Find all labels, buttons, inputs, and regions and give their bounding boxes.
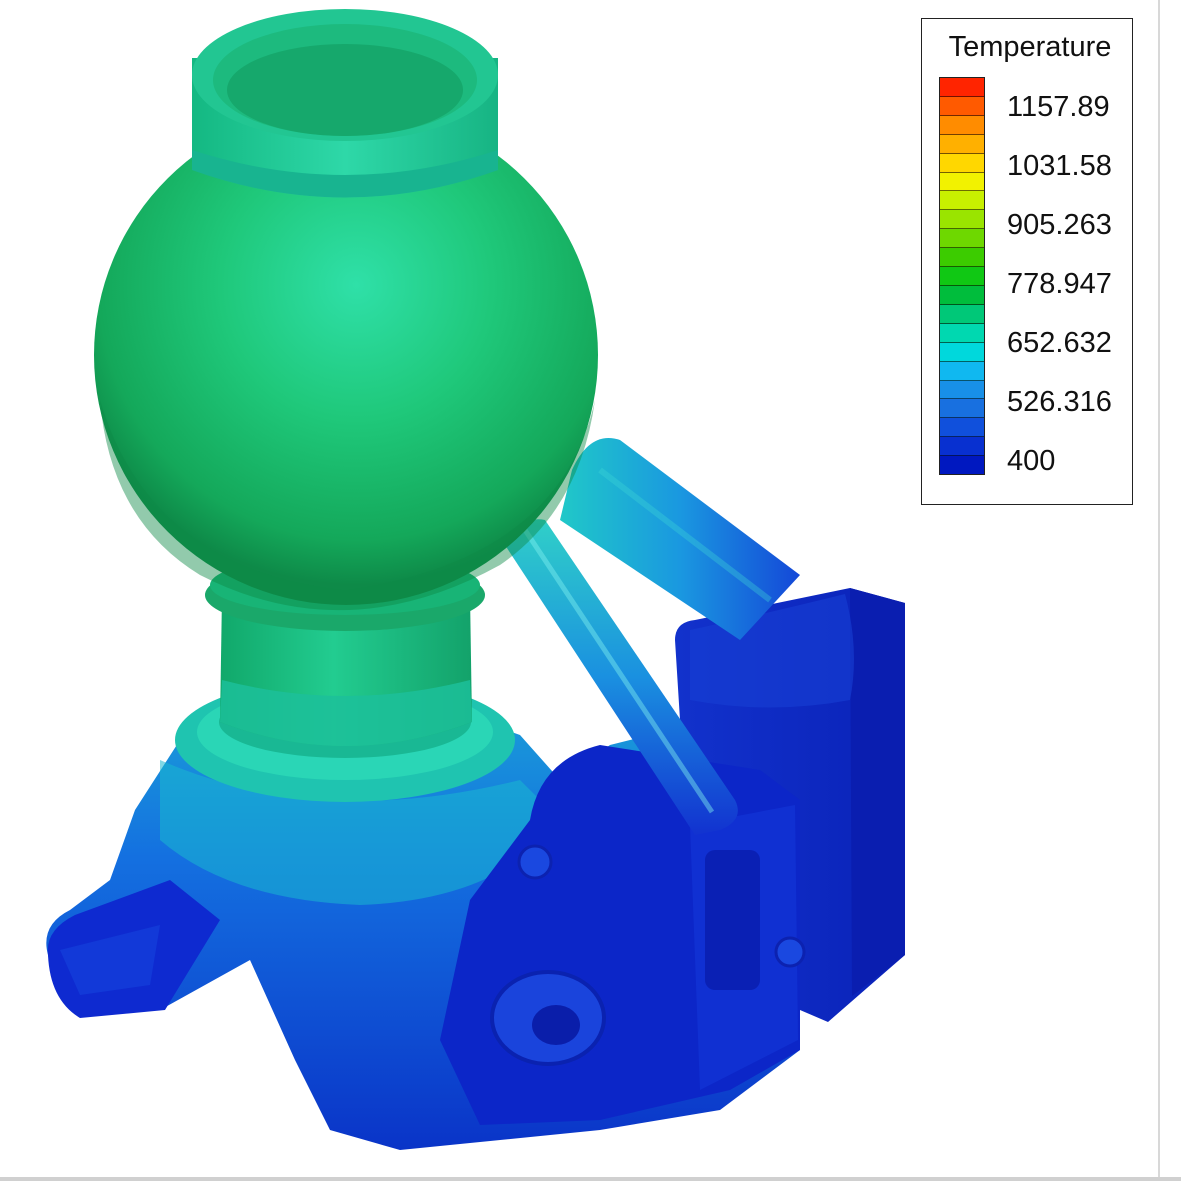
legend-title: Temperature: [948, 31, 1112, 63]
casting-model[interactable]: [0, 0, 1160, 1176]
color-swatch: [940, 78, 984, 97]
legend-tick: 652.632: [1007, 327, 1112, 359]
color-swatch: [940, 456, 984, 475]
color-swatch: [940, 418, 984, 438]
color-swatch: [940, 323, 984, 343]
color-swatch: [940, 115, 984, 135]
viewport-border-bottom: [0, 1177, 1181, 1181]
color-swatch: [940, 285, 984, 305]
color-swatch: [940, 191, 984, 211]
color-swatch: [940, 399, 984, 419]
legend-tick: 1157.89: [1007, 91, 1110, 123]
color-swatch: [940, 380, 984, 400]
pouring-cup[interactable]: [192, 9, 498, 198]
color-swatch: [940, 248, 984, 268]
color-swatch: [940, 437, 984, 457]
viewport-border-right: [1158, 0, 1160, 1181]
temperature-legend: Temperature 1157.89 1031.58 905.263 778.…: [921, 18, 1133, 505]
legend-tick: 400: [1007, 445, 1056, 477]
lower-runner[interactable]: [505, 519, 738, 835]
boss-upper: [517, 844, 553, 880]
color-swatch: [940, 210, 984, 230]
feeder-sphere[interactable]: [94, 105, 598, 611]
boss-side: [774, 936, 806, 968]
color-swatch: [940, 229, 984, 249]
base-casting[interactable]: [46, 700, 806, 1150]
color-swatch: [940, 172, 984, 192]
legend-tick: 526.316: [1007, 386, 1112, 418]
legend-tick: 905.263: [1007, 209, 1112, 241]
color-scale-bar: [939, 77, 985, 475]
legend-tick: 1031.58: [1007, 150, 1112, 182]
color-swatch: [940, 134, 984, 154]
color-swatch: [940, 342, 984, 362]
color-swatch: [940, 153, 984, 173]
pin-hole-boss: [490, 970, 606, 1066]
upper-runner[interactable]: [560, 438, 800, 640]
color-swatch: [940, 267, 984, 286]
block-cavity: [705, 850, 760, 990]
color-swatch: [940, 361, 984, 381]
legend-tick: 778.947: [1007, 268, 1112, 300]
color-swatch: [940, 304, 984, 324]
color-swatch: [940, 96, 984, 116]
